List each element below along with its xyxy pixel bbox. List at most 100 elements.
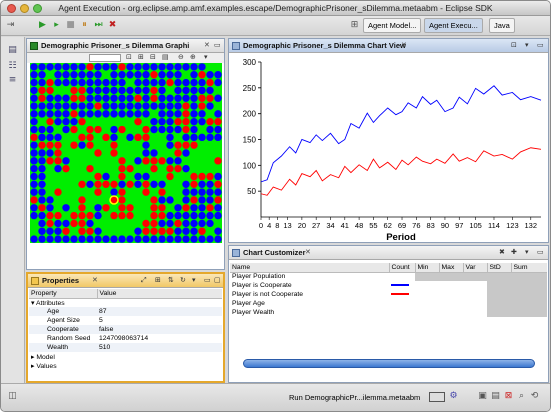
agent-cell[interactable]: [46, 110, 54, 118]
agent-cell[interactable]: [190, 78, 198, 87]
agent-cell[interactable]: [214, 227, 222, 235]
agent-cell[interactable]: [182, 117, 190, 126]
agent-cell[interactable]: [134, 71, 142, 79]
agent-cell[interactable]: [126, 235, 134, 243]
agent-cell[interactable]: [86, 125, 94, 134]
agent-cell[interactable]: [30, 117, 38, 126]
agent-cell[interactable]: [150, 211, 158, 220]
agent-cell[interactable]: [78, 86, 86, 95]
agent-cell[interactable]: [158, 235, 166, 243]
agent-cell[interactable]: [118, 86, 126, 95]
agent-cell[interactable]: [118, 235, 126, 243]
categories-icon[interactable]: ⊞: [155, 276, 161, 284]
agent-cell[interactable]: [38, 157, 46, 165]
agent-cell[interactable]: [70, 211, 78, 220]
agent-cell[interactable]: [30, 188, 38, 196]
agent-cell[interactable]: [70, 219, 78, 228]
agent-cell[interactable]: [134, 86, 142, 95]
agent-cell[interactable]: [118, 180, 126, 189]
agent-cell[interactable]: [150, 219, 158, 228]
agent-cell[interactable]: [94, 235, 102, 243]
agent-cell[interactable]: [94, 211, 102, 220]
agent-cell[interactable]: [38, 86, 46, 95]
agent-cell[interactable]: [182, 204, 190, 212]
agent-cell[interactable]: [62, 219, 70, 228]
agent-cell[interactable]: [166, 94, 174, 102]
agent-cell[interactable]: [190, 180, 198, 189]
agent-cell[interactable]: [94, 125, 102, 134]
agent-cell[interactable]: [206, 219, 214, 228]
agent-cell[interactable]: [190, 86, 198, 95]
agent-cell[interactable]: [86, 86, 94, 95]
progress-icon[interactable]: [429, 392, 445, 402]
agent-cell[interactable]: [150, 149, 158, 157]
history-icon[interactable]: ⟲: [530, 391, 539, 401]
agent-cell[interactable]: [102, 204, 110, 212]
agent-cell[interactable]: [198, 211, 206, 220]
agent-cell[interactable]: [54, 110, 62, 118]
agent-cell[interactable]: [134, 235, 142, 243]
agent-cell[interactable]: [142, 141, 150, 149]
agent-cell[interactable]: [142, 71, 150, 79]
agent-cell[interactable]: [102, 102, 110, 110]
expand-arrow-icon[interactable]: ▸: [31, 362, 35, 370]
agent-cell[interactable]: [174, 164, 182, 173]
agent-cell[interactable]: [38, 141, 46, 149]
agent-cell[interactable]: [198, 235, 206, 243]
agent-cell[interactable]: [110, 71, 118, 79]
restore-icon[interactable]: ▤: [8, 45, 17, 55]
agent-cell[interactable]: [174, 110, 182, 118]
agent-cell[interactable]: [118, 196, 126, 204]
agent-cell[interactable]: [134, 133, 142, 142]
agent-cell[interactable]: [62, 117, 70, 126]
agent-cell[interactable]: [134, 102, 142, 110]
agent-cell[interactable]: [30, 196, 38, 204]
agent-cell[interactable]: [150, 196, 158, 204]
agent-cell[interactable]: [142, 235, 150, 243]
agent-cell[interactable]: [46, 78, 54, 87]
agent-cell[interactable]: [54, 102, 62, 110]
agent-cell[interactable]: [182, 196, 190, 204]
close-model-icon[interactable]: ✖: [108, 20, 117, 30]
agent-cell[interactable]: [166, 219, 174, 228]
agent-cell[interactable]: [174, 117, 182, 126]
table-row[interactable]: Wealth 510: [29, 343, 222, 352]
agent-cell[interactable]: [126, 102, 134, 110]
agent-cell[interactable]: [190, 71, 198, 79]
agent-cell[interactable]: [214, 211, 222, 220]
agent-cell[interactable]: [190, 102, 198, 110]
agent-cell[interactable]: [126, 133, 134, 142]
agent-cell[interactable]: [30, 63, 38, 71]
agent-cell[interactable]: [134, 110, 142, 118]
agent-cell[interactable]: [142, 219, 150, 228]
agent-cell[interactable]: [38, 78, 46, 87]
agent-cell[interactable]: [38, 149, 46, 157]
agent-cell[interactable]: [70, 86, 78, 95]
agent-cell[interactable]: [62, 110, 70, 118]
agent-cell[interactable]: [86, 102, 94, 110]
agent-cell[interactable]: [134, 157, 142, 165]
agent-cell[interactable]: [126, 94, 134, 102]
agent-cell[interactable]: [142, 94, 150, 102]
console-icon[interactable]: ▣: [478, 391, 487, 401]
agent-cell[interactable]: [78, 219, 86, 228]
agent-cell[interactable]: [214, 117, 222, 126]
agent-cell[interactable]: [54, 141, 62, 149]
problems-icon[interactable]: ⊠: [504, 391, 513, 401]
agent-cell[interactable]: [190, 235, 198, 243]
agent-cell[interactable]: [198, 94, 206, 102]
agent-cell[interactable]: [198, 117, 206, 126]
agent-cell[interactable]: [174, 125, 182, 134]
agent-cell[interactable]: [150, 94, 158, 102]
agent-cell[interactable]: [190, 125, 198, 134]
agent-cell[interactable]: [134, 94, 142, 102]
agent-cell[interactable]: [166, 125, 174, 134]
agent-cell[interactable]: [86, 180, 94, 189]
agent-cell[interactable]: [198, 204, 206, 212]
agent-cell[interactable]: [94, 172, 102, 181]
agent-cell[interactable]: [198, 78, 206, 87]
agent-cell[interactable]: [182, 125, 190, 134]
agent-cell[interactable]: [70, 71, 78, 79]
agent-cell[interactable]: [182, 110, 190, 118]
agent-cell[interactable]: [46, 102, 54, 110]
